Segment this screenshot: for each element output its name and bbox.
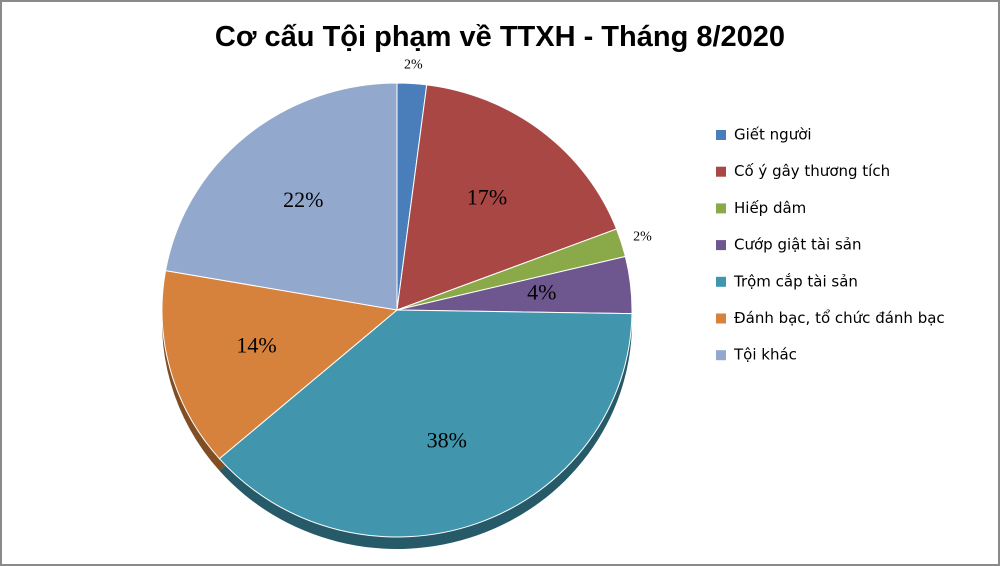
data-label: 17%	[467, 184, 507, 209]
legend-swatch	[716, 350, 726, 361]
legend: Giết người Cố ý gây thương tích Hiếp dâm Cư…	[716, 126, 945, 364]
slice	[396, 84, 618, 311]
chart-title: Cơ cấu Tội phạm về TTXH - Tháng 8/2020	[215, 21, 785, 53]
slice	[218, 309, 633, 538]
legend-swatch	[716, 203, 726, 214]
slice	[161, 270, 399, 460]
legend-swatch	[716, 276, 726, 287]
data-label: 2%	[404, 58, 423, 73]
pie	[161, 82, 633, 538]
data-label: 22%	[283, 187, 323, 212]
legend-label: Hiếp dâm	[734, 199, 806, 217]
data-label: 2%	[633, 229, 652, 244]
legend-swatch	[716, 166, 726, 177]
legend-label: Tội khác	[733, 346, 797, 364]
data-labels: 2% 17% 2% 4% 38% 14% 22%	[236, 58, 652, 453]
data-label: 4%	[527, 279, 556, 304]
legend-label: Trộm cắp tài sản	[733, 272, 858, 290]
legend-label: Giết người	[734, 126, 812, 144]
legend-swatch	[716, 130, 726, 140]
legend-swatch	[716, 313, 726, 324]
data-label: 38%	[427, 427, 467, 452]
legend-label: Cố ý gây thương tích	[734, 162, 890, 180]
slice	[164, 82, 398, 311]
legend-swatch	[716, 240, 726, 251]
legend-label: Cướp giật tài sản	[734, 236, 862, 254]
legend-label: Đánh bạc, tổ chức đánh bạc	[734, 309, 945, 327]
data-label: 14%	[236, 333, 276, 358]
